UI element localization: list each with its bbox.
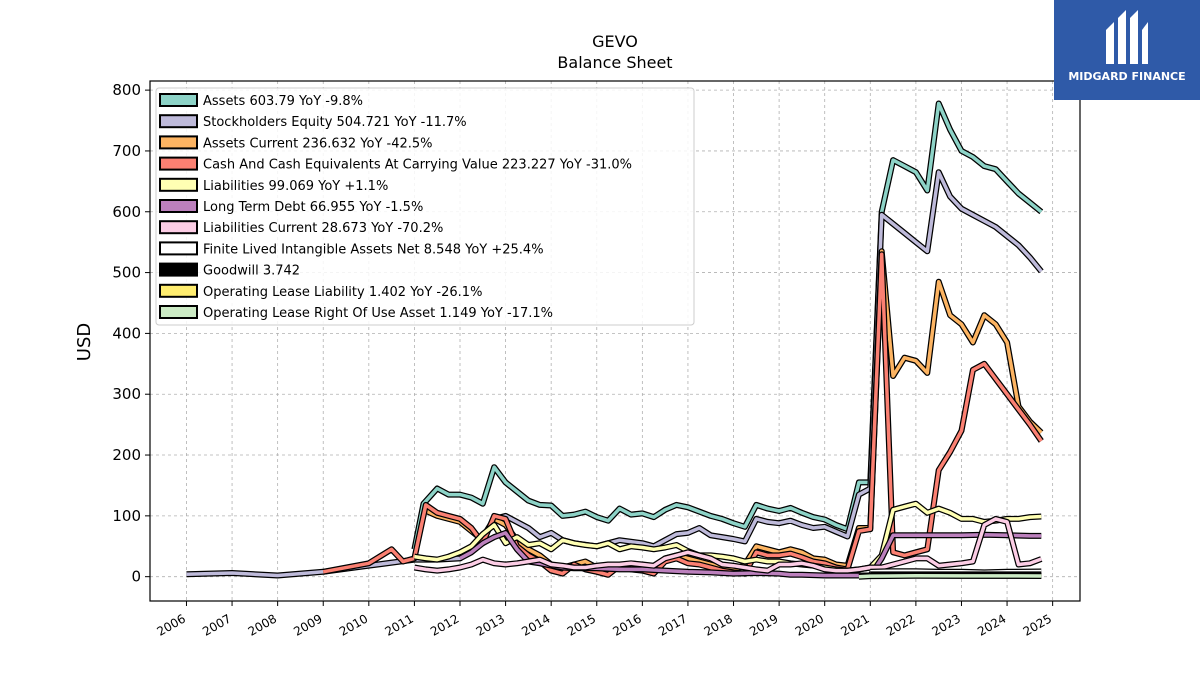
series-liabilities-current	[413, 515, 1043, 574]
y-tick-label: 100	[112, 507, 141, 525]
x-tick-label: 2023	[930, 611, 963, 638]
legend-swatch	[159, 262, 198, 277]
legend-swatch	[159, 241, 198, 256]
legend-swatch	[159, 135, 198, 150]
x-tick-label: 2014	[519, 611, 552, 638]
series-line	[414, 501, 1042, 573]
series-liabilities	[413, 500, 1042, 574]
x-tick-label: 2011	[382, 611, 415, 638]
y-tick-label: 300	[112, 385, 141, 403]
series-long-term-debt	[458, 529, 1042, 579]
x-tick-label: 2006	[155, 611, 188, 638]
brand-name: MIDGARD FINANCE	[1068, 70, 1186, 83]
series-lines	[186, 100, 1044, 580]
legend-label: Operating Lease Right Of Use Asset 1.149…	[203, 306, 553, 321]
x-tick-label: 2015	[565, 611, 598, 638]
x-tick-label: 2024	[975, 611, 1008, 638]
series-line	[858, 574, 1042, 579]
series-operating-lease-right-of-use-asset	[858, 572, 1042, 580]
y-tick-label: 700	[112, 142, 141, 160]
legend-label: Cash And Cash Equivalents At Carrying Va…	[203, 158, 632, 173]
y-tick-label: 400	[112, 324, 141, 342]
legend-swatch	[159, 199, 198, 213]
y-tick-label: 200	[112, 446, 141, 464]
legend-swatch	[159, 220, 198, 235]
chart-title: GEVO	[592, 32, 638, 51]
x-tick-label: 2019	[747, 611, 780, 638]
x-tick-label: 2007	[200, 611, 233, 638]
plot-frame	[149, 80, 1081, 602]
legend-swatch	[159, 305, 198, 319]
legend-swatch	[159, 177, 198, 192]
legend-swatch	[159, 93, 198, 107]
legend-box	[155, 87, 695, 326]
x-tick-label: 2013	[474, 611, 507, 638]
legend-label: Goodwill 3.742	[203, 264, 300, 279]
legend-label: Assets 603.79 YoY -9.8%	[203, 94, 363, 109]
legend-label: Liabilities 99.069 YoY +1.1%	[203, 179, 388, 194]
legend-label: Liabilities Current 28.673 YoY -70.2%	[203, 221, 443, 236]
legend-label: Operating Lease Liability 1.402 YoY -26.…	[203, 285, 482, 300]
x-tick-label: 2016	[610, 611, 643, 638]
brand-logo: MIDGARD FINANCE	[1054, 0, 1200, 100]
legend-label: Long Term Debt 66.955 YoY -1.5%	[203, 200, 423, 215]
x-tick-label: 2012	[428, 611, 461, 638]
legend-label: Finite Lived Intangible Assets Net 8.548…	[203, 242, 544, 257]
axis-ticks: 0 100 200 300 400 500 600 700 800 2006 2007 2008 200…	[112, 81, 1054, 639]
x-tick-label: 2022	[884, 611, 917, 638]
x-tick-label: 2010	[337, 611, 370, 638]
x-tick-label: 2008	[246, 611, 279, 638]
legend-swatch	[159, 114, 198, 129]
series-line	[412, 101, 1043, 550]
y-axis-label: USD	[74, 323, 95, 361]
x-tick-label: 2021	[838, 611, 871, 638]
chart-subtitle: Balance Sheet	[557, 53, 672, 72]
legend-label: Stockholders Equity 504.721 YoY -11.7%	[203, 115, 467, 130]
series-line	[459, 531, 1042, 578]
x-tick-label: 2018	[702, 611, 735, 638]
y-tick-label: 600	[112, 203, 141, 221]
legend-label: Assets Current 236.632 YoY -42.5%	[203, 136, 433, 151]
legend: Assets 603.79 YoY -9.8% Stockholders Equi…	[155, 87, 695, 326]
x-tick-label: 2009	[291, 611, 324, 638]
midgard-logo-icon	[1106, 10, 1148, 64]
y-tick-label: 0	[131, 568, 141, 586]
legend-swatch	[159, 283, 198, 298]
series-assets	[411, 100, 1044, 550]
x-tick-label: 2020	[793, 611, 826, 638]
legend-swatch	[159, 156, 198, 171]
x-tick-label: 2017	[656, 611, 689, 638]
series-line	[414, 517, 1042, 573]
x-tick-label: 2025	[1021, 611, 1054, 638]
y-tick-label: 800	[112, 81, 141, 99]
y-tick-label: 500	[112, 264, 141, 282]
